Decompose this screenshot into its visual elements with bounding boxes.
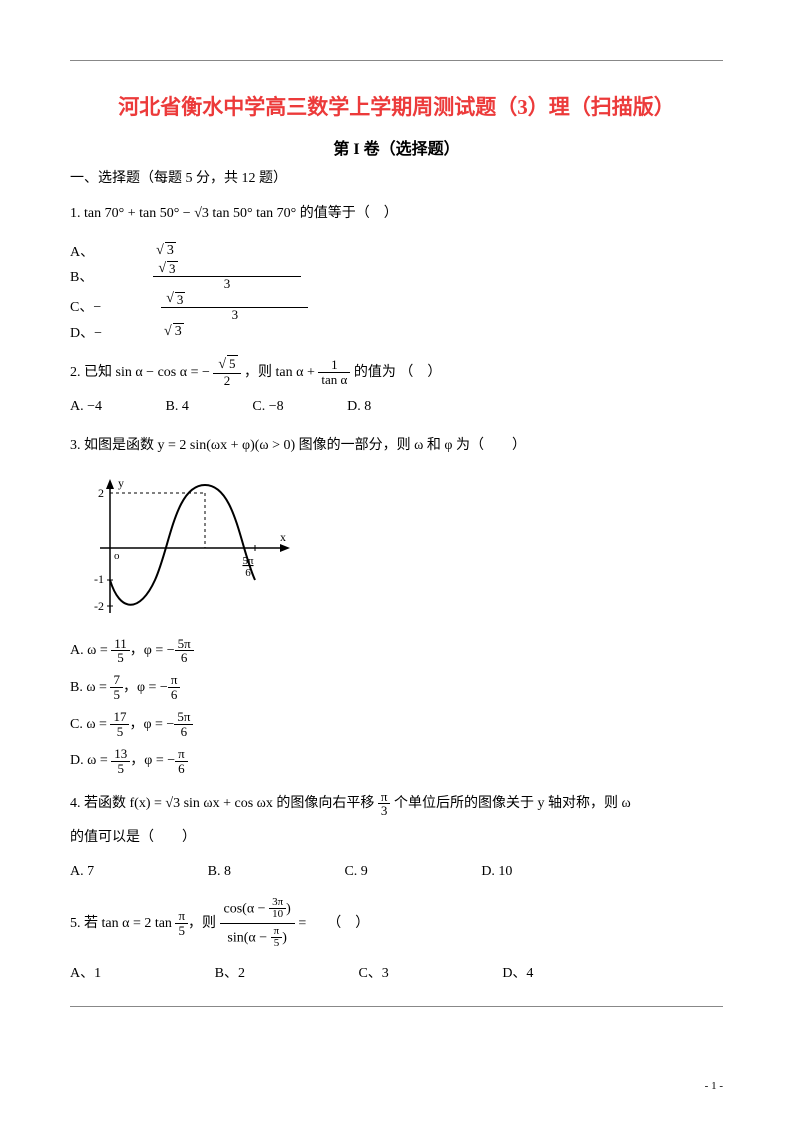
q5-opt-a: A、1 xyxy=(70,962,101,982)
q5-opt-d: D、4 xyxy=(502,962,533,982)
q4-opt-a: A. 7 xyxy=(70,864,94,880)
q5-t2: ，则 xyxy=(188,915,216,930)
q4-t3: 的值可以是（ ） xyxy=(70,830,196,845)
graph-y2: 2 xyxy=(98,486,104,500)
q4-t1: 4. 若函数 f(x) = √3 sin ωx + cos ωx 的图像向右平移 xyxy=(70,796,378,811)
sqrt-icon: 3 xyxy=(162,323,244,340)
q5-bigfrac: cos(α − 3π10) sin(α − π5) xyxy=(220,895,295,952)
sine-graph-icon: 2 -1 -2 o y x 5π 6 xyxy=(90,473,300,623)
q3-opt-d: D. ω = 135，φ = −π6 xyxy=(70,746,723,777)
question-5: 5. 若 tan α = 2 tan π5，则 cos(α − 3π10) si… xyxy=(70,895,723,952)
graph-xfrac-d: 6 xyxy=(245,567,251,579)
q4-opt-b: B. 8 xyxy=(208,864,231,880)
q1-options: A、3 B、33 C、−33 D、−3 xyxy=(70,241,723,342)
question-4: 4. 若函数 f(x) = √3 sin ωx + cos ωx 的图像向右平移… xyxy=(70,787,723,854)
q2-options: A. −4 B. 4 C. −8 D. 8 xyxy=(70,399,723,415)
q3-text: 3. 如图是函数 y = 2 sin(ωx + φ)(ω > 0) 图像的一部分… xyxy=(70,438,526,453)
top-rule xyxy=(70,60,723,61)
q5-t1: 5. 若 tan α = 2 tan xyxy=(70,915,175,930)
sqrt-icon: 3 xyxy=(154,242,236,259)
q2-pre: 2. 已知 sin α − cos α = − xyxy=(70,365,210,380)
page-number: - 1 - xyxy=(705,1080,723,1092)
graph-ym2: -2 xyxy=(94,599,104,613)
q5-opt-c: C、3 xyxy=(358,962,388,982)
q4-options: A. 7 B. 8 C. 9 D. 10 xyxy=(70,864,723,880)
q3-opt-c: C. ω = 175，φ = −5π6 xyxy=(70,710,723,741)
graph-ylabel: y xyxy=(118,476,124,490)
q2-frac2: 1tan α xyxy=(318,358,350,386)
q2-opt-b: B. 4 xyxy=(166,399,189,415)
q2-opt-c: C. −8 xyxy=(252,399,283,415)
q3-opt-b: B. ω = 75，φ = −π6 xyxy=(70,673,723,704)
bottom-rule xyxy=(70,1006,723,1007)
q3-options: A. ω = 115，φ = −5π6 B. ω = 75，φ = −π6 C.… xyxy=(70,636,723,777)
q2-opt-d: D. 8 xyxy=(347,399,371,415)
q1-opt-d: D、−3 xyxy=(70,322,304,342)
graph-origin: o xyxy=(114,550,120,562)
q4-opt-c: C. 9 xyxy=(344,864,367,880)
q3-graph: 2 -1 -2 o y x 5π 6 xyxy=(90,473,723,628)
graph-xlabel: x xyxy=(280,530,286,544)
q2-frac1: 52 xyxy=(213,357,240,387)
q4-t2: 个单位后所的图像关于 y 轴对称，则 ω xyxy=(390,796,630,811)
q1-opt-a: A、3 xyxy=(70,241,296,261)
q5-options: A、1 B、2 C、3 D、4 xyxy=(70,962,723,982)
graph-xfrac-n: 5π xyxy=(242,555,254,567)
q1-opt-b: B、33 xyxy=(70,261,421,292)
q4-opt-d: D. 10 xyxy=(481,864,512,880)
question-3: 3. 如图是函数 y = 2 sin(ωx + φ)(ω > 0) 图像的一部分… xyxy=(70,429,723,463)
question-2: 2. 已知 sin α − cos α = − 52 ，则 tan α + 1t… xyxy=(70,356,723,390)
question-1: 1. tan 70° + tan 50° − √3 tan 50° tan 70… xyxy=(70,197,723,231)
page: 河北省衡水中学高三数学上学期周测试题（3）理（扫描版） 第 I 卷（选择题） 一… xyxy=(0,0,793,1051)
q2-opt-a: A. −4 xyxy=(70,399,102,415)
doc-title: 河北省衡水中学高三数学上学期周测试题（3）理（扫描版） xyxy=(70,91,723,121)
q2-end: 的值为 （ ） xyxy=(354,365,442,380)
doc-subtitle: 第 I 卷（选择题） xyxy=(70,135,723,159)
q1-opt-c: C、−33 xyxy=(70,291,428,322)
q2-mid: ，则 tan α + xyxy=(244,365,318,380)
q3-opt-a: A. ω = 115，φ = −5π6 xyxy=(70,636,723,667)
section-head: 一、选择题（每题 5 分，共 12 题） xyxy=(70,167,723,187)
q5-t3: = （ ） xyxy=(298,915,369,930)
q1-text: 1. tan 70° + tan 50° − √3 tan 50° tan 70… xyxy=(70,206,398,221)
q5-opt-b: B、2 xyxy=(215,962,245,982)
graph-ym1: -1 xyxy=(94,572,104,586)
